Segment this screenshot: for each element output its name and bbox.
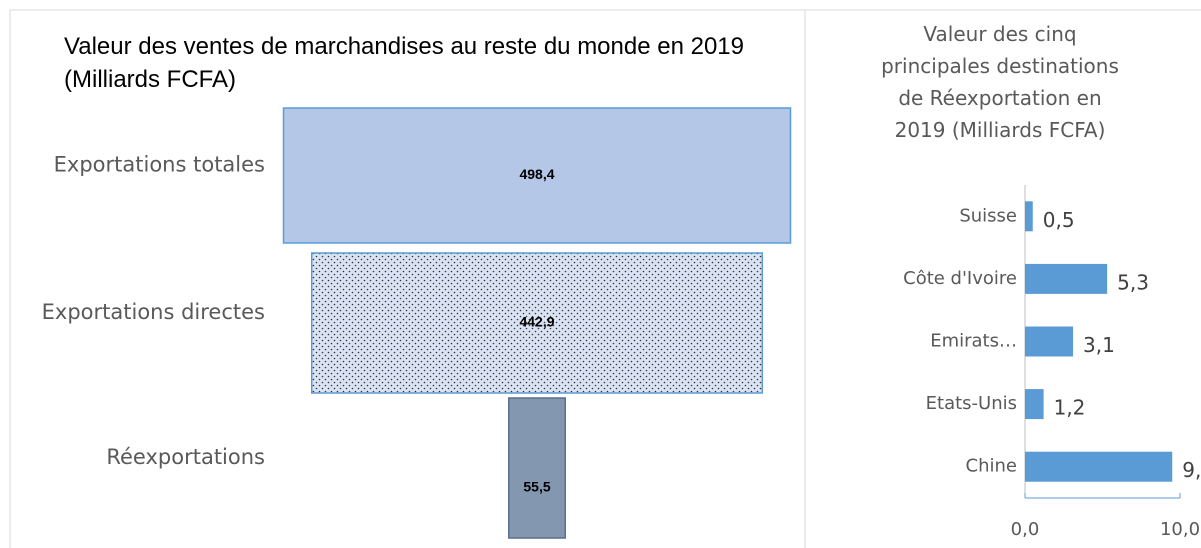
bar (1025, 263, 1108, 294)
data-label: 1,2 (1054, 396, 1086, 420)
category-label: Exportations totales (54, 153, 265, 177)
data-label: 5,3 (1117, 270, 1149, 294)
funnel-bar (282, 107, 792, 244)
chart-title: Valeur des ventes de marchandises au res… (64, 33, 744, 93)
bar (1025, 326, 1074, 357)
data-label: 3,1 (1083, 333, 1115, 357)
y-tick-label: Côte d'Ivoire (903, 268, 1017, 289)
data-label: 498,4 (519, 166, 554, 182)
y-tick-label: Chine (966, 456, 1017, 477)
funnel-bar (310, 252, 764, 394)
funnel-bar (508, 397, 566, 539)
category-label: Réexportations (106, 445, 265, 469)
y-tick-label: Suisse (959, 205, 1017, 226)
data-label: 55,5 (523, 479, 550, 495)
x-tick-label: 10,0 (1160, 519, 1200, 540)
data-label: 0,5 (1043, 208, 1075, 232)
y-tick-label: Etats-Unis (926, 393, 1017, 414)
y-tick-label: Emirats… (930, 331, 1017, 352)
x-tick-label: 0,0 (1011, 519, 1040, 540)
data-label: 9,5 (1182, 458, 1201, 482)
chart-title: Valeur des cinq principales destinations… (881, 22, 1119, 142)
category-label: Exportations directes (42, 300, 265, 324)
data-label: 442,9 (519, 314, 554, 330)
bar (1025, 389, 1044, 420)
bar (1025, 201, 1033, 232)
panel-right (804, 9, 1201, 548)
bar (1025, 451, 1173, 482)
